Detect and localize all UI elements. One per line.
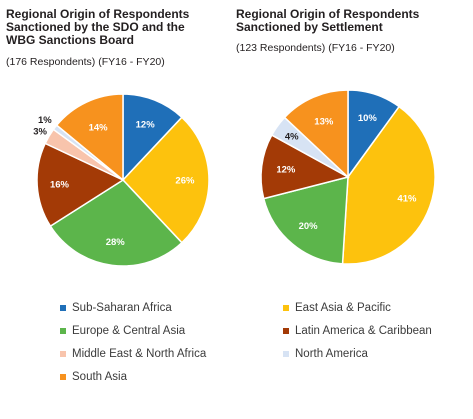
pie-slice — [260, 134, 351, 200]
pie-slice-label: 1% — [38, 115, 52, 126]
pie-slice-label: 20% — [299, 221, 319, 232]
pie-slice-label: 3% — [33, 126, 47, 137]
pie-slice — [283, 89, 349, 179]
pie-slice-label: 10% — [358, 113, 378, 124]
pie-slice-label: 13% — [314, 117, 334, 128]
chart-subtitle-left: (176 Respondents) (FY16 - FY20) — [6, 56, 165, 68]
pie-slice-label: 28% — [106, 237, 126, 248]
pie-slice-label: 12% — [276, 165, 296, 176]
pie-slice — [341, 105, 436, 265]
chart-title-right: Regional Origin of Respondents Sanctione… — [236, 7, 420, 34]
pie-slice — [121, 116, 210, 244]
pie-slice-label: 14% — [89, 123, 109, 134]
pie-slice — [55, 93, 124, 182]
pie-slice — [262, 176, 349, 265]
pie-slice — [49, 179, 183, 267]
chart-subtitle-right: (123 Respondents) (FY16 - FY20) — [236, 42, 395, 54]
pie-slice-label: 41% — [397, 194, 417, 205]
pie-slice-label: 4% — [285, 132, 299, 143]
chart-title-left: Regional Origin of Respondents Sanctione… — [6, 7, 190, 47]
pie-slice-label: 26% — [175, 176, 195, 187]
pie-slice-label: 16% — [50, 179, 70, 190]
pie-slice — [122, 93, 183, 182]
pie-slice-label: 12% — [136, 120, 156, 131]
pie-slice — [36, 142, 125, 228]
